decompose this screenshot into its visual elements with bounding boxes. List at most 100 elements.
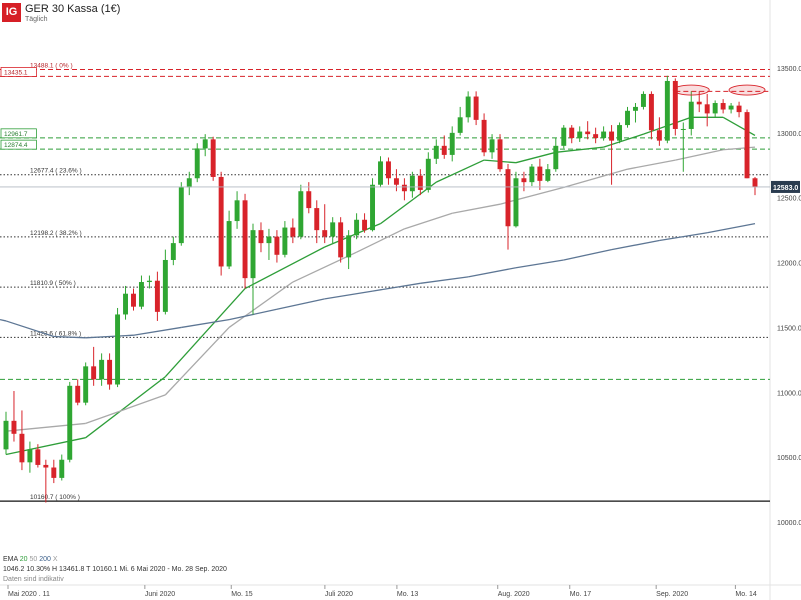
ig-logo: IG: [2, 3, 21, 22]
ema-200-segment: [276, 298, 325, 310]
ema-200-segment: [324, 290, 373, 300]
ema-50-segment: [228, 281, 294, 328]
ema-200-segment: [0, 319, 7, 322]
ema-50-segment: [404, 212, 453, 230]
candle-body: [210, 139, 216, 177]
candle-body: [393, 178, 399, 185]
candle-body: [513, 178, 519, 227]
candle-body: [545, 169, 551, 181]
ema-20-segment: [244, 246, 326, 290]
candle-body: [123, 293, 128, 315]
candle-body: [473, 96, 479, 120]
x-tick-label: Sep. 2020: [656, 591, 688, 598]
ema-50-label[interactable]: 50: [29, 556, 38, 563]
source-note: Daten sind indikativ: [3, 576, 64, 583]
candle-body: [91, 366, 97, 380]
x-tick-label: Aug. 2020: [498, 591, 530, 598]
candle-body: [234, 200, 240, 222]
ema-50-segment: [499, 186, 564, 205]
ema-20-segment: [603, 133, 644, 148]
ema-50-segment: [723, 146, 756, 151]
close-legend-icon[interactable]: X: [52, 556, 58, 563]
ema-20-segment: [722, 116, 756, 137]
ema-50-segment: [356, 228, 405, 253]
ema-label: EMA: [3, 556, 18, 563]
candle-body: [274, 236, 280, 255]
candle-body: [67, 385, 73, 460]
ema-200-segment: [611, 239, 660, 251]
candle-body: [370, 184, 376, 231]
candle-body: [115, 314, 121, 385]
candle-body: [425, 158, 431, 190]
ema-20-segment: [515, 151, 556, 164]
candle-body: [688, 101, 694, 129]
level-label: 12874.4: [4, 142, 28, 149]
ema-50-segment: [292, 251, 357, 283]
candle-body: [720, 103, 726, 110]
level-label: 12198.2 ( 38.2% ): [30, 230, 82, 237]
y-tick-label: 12500.0: [777, 196, 801, 203]
ema-50-segment: [5, 422, 86, 432]
candle-body: [178, 187, 184, 244]
y-tick-label: 13500.0: [777, 66, 801, 73]
candle-body: [290, 227, 296, 237]
level-label: 10160.7 ( 100% ): [30, 494, 80, 501]
candle-body: [306, 191, 312, 209]
candle-body: [433, 145, 439, 159]
y-tick-label: 11000.0: [777, 390, 801, 397]
candle-body: [385, 161, 391, 179]
y-tick-label: 11500.0: [777, 325, 801, 332]
ema-legend[interactable]: EMA 20 50 200 X: [3, 555, 227, 565]
candle-body: [529, 166, 535, 183]
candle-body: [569, 127, 575, 139]
candle-body: [537, 166, 543, 181]
candle-body: [330, 222, 336, 237]
candle-body: [99, 359, 105, 380]
candle-body: [625, 110, 630, 126]
candle-body: [441, 145, 447, 155]
candle-body: [585, 131, 591, 135]
x-tick-label: Juni 2020: [145, 591, 175, 598]
candle-body: [19, 433, 25, 463]
candle-body: [609, 131, 615, 141]
candle-body: [314, 208, 320, 231]
candle-body: [481, 119, 487, 153]
candle-body: [250, 230, 256, 279]
y-tick-label: 13000.0: [777, 131, 801, 138]
instrument-title[interactable]: GER 30 Kassa (1€) Täglich: [25, 3, 120, 24]
candle-body: [266, 236, 272, 244]
indicator-legend: EMA 20 50 200 X 1046.2 10.30% H 13461.8 …: [3, 555, 227, 585]
timeframe-label: Täglich: [25, 16, 48, 23]
candle-body: [465, 96, 471, 118]
candle-body: [696, 101, 702, 105]
x-tick-label: Juli 2020: [325, 591, 353, 598]
ema-200-segment: [515, 259, 564, 269]
candle-body: [752, 178, 758, 187]
candle-body: [672, 80, 678, 129]
candle-body: [138, 282, 144, 307]
candle-body: [282, 227, 288, 255]
ema-200-segment: [5, 320, 55, 338]
candle-body: [51, 467, 57, 478]
x-tick-label: Mo. 15: [231, 591, 253, 598]
level-tag: [0, 67, 37, 77]
ema-20-label[interactable]: 20: [19, 556, 28, 563]
candle-body: [409, 175, 415, 192]
candle-body: [242, 200, 248, 279]
ema-200-label[interactable]: 200: [39, 556, 51, 563]
candle-body: [170, 243, 176, 260]
candle-body: [648, 93, 654, 131]
candle-body: [664, 80, 670, 141]
candle-body: [27, 449, 33, 463]
level-label: 12677.4 ( 23.6% ): [30, 168, 82, 175]
candle-body: [577, 131, 583, 139]
level-label: 12961.7: [4, 131, 28, 138]
ema-20-segment: [85, 376, 166, 439]
candle-body: [43, 464, 49, 468]
candle-body: [154, 280, 160, 312]
price-tag: 12583.0: [773, 185, 798, 192]
price-tag-bg: [771, 180, 800, 193]
candle-body: [680, 128, 686, 130]
candle-body: [226, 221, 232, 267]
